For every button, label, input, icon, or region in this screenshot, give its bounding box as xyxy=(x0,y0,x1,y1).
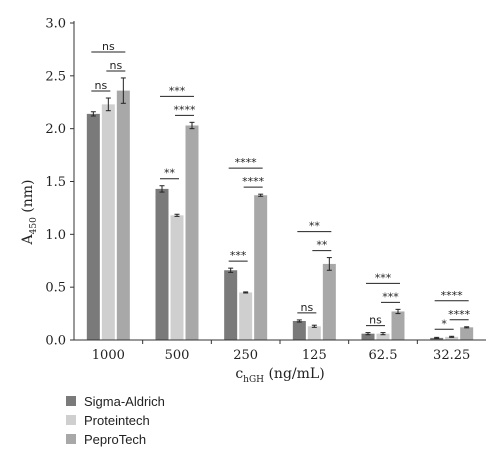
bar xyxy=(292,320,306,340)
legend-swatch xyxy=(66,396,76,406)
significance-label: ns xyxy=(109,59,122,72)
y-tick-label: 2.0 xyxy=(45,122,66,137)
significance-label: **** xyxy=(441,289,464,302)
legend: Sigma-Aldrich Proteintech PeproTech xyxy=(66,394,165,447)
legend-label: PeproTech xyxy=(84,432,146,447)
bar xyxy=(170,215,184,340)
bar xyxy=(460,327,474,340)
bar xyxy=(307,326,321,340)
significance-label: ns xyxy=(94,79,107,92)
x-tick-label: 32.25 xyxy=(433,348,470,363)
bar-series xyxy=(86,77,474,340)
bar xyxy=(185,125,199,340)
x-axis-label-sub: hGH xyxy=(243,375,264,385)
bar xyxy=(376,333,390,340)
y-axis-label-unit: (nm) xyxy=(20,180,36,218)
bar xyxy=(361,333,375,340)
x-axis-label-main: c xyxy=(235,366,243,382)
y-tick-label: 1.0 xyxy=(45,228,66,243)
x-tick-label: 125 xyxy=(302,348,327,363)
significance-label: **** xyxy=(242,175,265,188)
axes xyxy=(73,21,486,341)
bar xyxy=(86,113,100,340)
significance-label: *** xyxy=(230,249,247,262)
legend-swatch xyxy=(66,434,76,444)
significance-label: **** xyxy=(235,156,258,169)
y-tick-label: 1.5 xyxy=(45,175,66,190)
y-axis-label-main: A xyxy=(20,233,36,245)
bar xyxy=(254,195,268,340)
x-axis-label: chGH (ng/mL) xyxy=(235,366,324,385)
significance-label: *** xyxy=(375,271,392,284)
x-axis-ticks: 1000 500 250 125 62.5 32.25 xyxy=(92,340,470,363)
x-tick-label: 62.5 xyxy=(369,348,398,363)
x-tick-label: 250 xyxy=(233,348,258,363)
legend-swatch xyxy=(66,415,76,425)
y-tick-label: 2.5 xyxy=(45,69,66,84)
legend-label: Sigma-Aldrich xyxy=(84,394,165,409)
bar xyxy=(239,292,253,340)
significance-label: * xyxy=(441,317,447,330)
y-axis-ticks: 0.0 0.5 1.0 1.5 2.0 2.5 3.0 xyxy=(45,17,74,349)
significance-label: ns xyxy=(300,301,313,314)
x-tick-label: 500 xyxy=(165,348,190,363)
significance-label: ns xyxy=(369,314,382,327)
bar xyxy=(101,104,115,340)
x-tick-label: 1000 xyxy=(92,348,125,363)
significance-label: ns xyxy=(102,40,115,53)
bar xyxy=(445,336,459,340)
significance-brackets: nsnsns********************ns****ns******… xyxy=(91,40,471,330)
legend-label: Proteintech xyxy=(84,413,150,428)
y-axis-label-sub: 450 xyxy=(29,217,39,234)
significance-label: **** xyxy=(174,103,197,116)
significance-label: ** xyxy=(309,220,321,233)
significance-label: ** xyxy=(316,239,328,252)
bar xyxy=(322,263,336,340)
y-axis-label: A450 (nm) xyxy=(20,180,39,246)
bar xyxy=(430,337,444,340)
significance-label: **** xyxy=(448,308,471,321)
x-axis-label-unit: (ng/mL) xyxy=(264,366,325,382)
bar xyxy=(391,311,405,340)
bar xyxy=(116,90,130,340)
bar xyxy=(224,270,238,340)
significance-label: *** xyxy=(382,290,399,303)
y-tick-label: 0.5 xyxy=(45,281,66,296)
bar xyxy=(155,188,169,340)
y-tick-label: 3.0 xyxy=(45,17,66,32)
y-tick-label: 0.0 xyxy=(45,334,66,349)
significance-label: ** xyxy=(164,167,176,180)
significance-label: *** xyxy=(169,84,186,97)
